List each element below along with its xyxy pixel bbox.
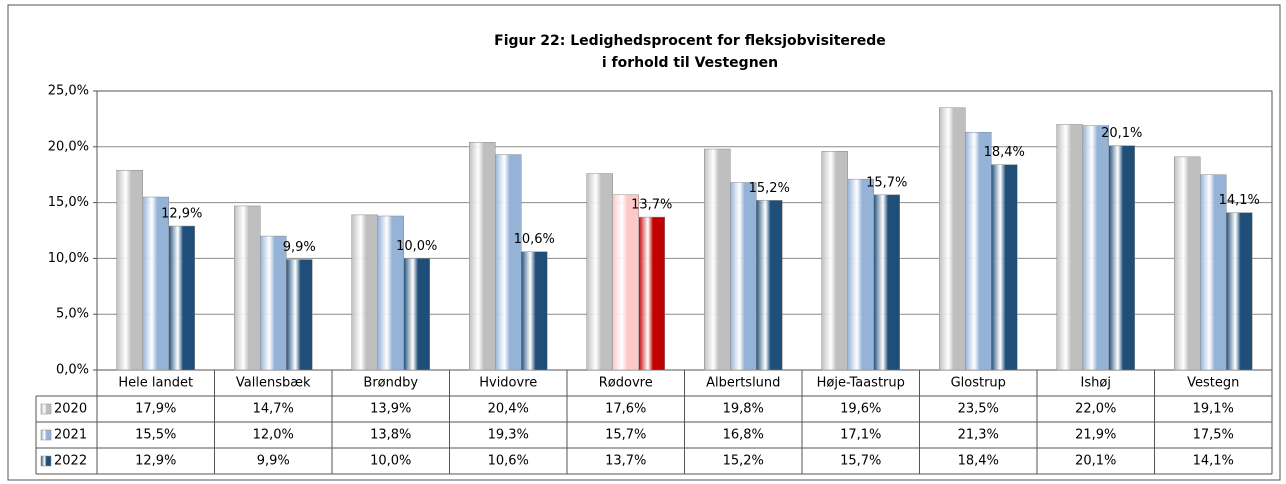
data-label: 14,1% (1219, 193, 1260, 208)
bar (286, 259, 313, 371)
data-label: 15,7% (866, 175, 907, 190)
x-tick-label: Høje-Taastrup (817, 376, 905, 391)
table-cell: 12,0% (253, 428, 294, 443)
y-tick-label: 20,0% (48, 139, 89, 154)
table-cell: 16,8% (723, 428, 764, 443)
bar (991, 164, 1018, 371)
bar (1082, 125, 1109, 371)
table-cell: 22,0% (1075, 402, 1116, 417)
x-tick-label: Glostrup (951, 376, 1006, 391)
bar (612, 194, 639, 371)
bar (847, 178, 874, 371)
table-cell: 20,4% (488, 402, 529, 417)
bar (234, 205, 261, 371)
table-cell: 10,0% (370, 454, 411, 469)
legend-swatch (40, 403, 52, 415)
table-cell: 18,4% (958, 454, 999, 469)
table-cell: 17,6% (605, 402, 646, 417)
table-cell: 21,9% (1075, 428, 1116, 443)
bar (377, 215, 404, 371)
x-tick-label: Ishøj (1081, 376, 1111, 391)
bar (1226, 212, 1253, 371)
table-cell: 20,1% (1075, 454, 1116, 469)
table-cell: 15,5% (135, 428, 176, 443)
table-cell: 15,2% (723, 454, 764, 469)
bar (1056, 124, 1083, 371)
table-cell: 14,1% (1193, 454, 1234, 469)
y-tick-label: 0,0% (56, 363, 89, 378)
data-label: 10,0% (396, 239, 437, 254)
bar (586, 173, 613, 371)
table-cell: 19,3% (488, 428, 529, 443)
bar (1108, 145, 1135, 371)
bar (521, 251, 548, 371)
table-cell: 13,7% (605, 454, 646, 469)
table-cell: 19,6% (840, 402, 881, 417)
bar (756, 200, 783, 371)
data-label: 15,2% (749, 181, 790, 196)
x-tick-label: Rødovre (599, 376, 653, 391)
x-tick-label: Vestegn (1187, 376, 1239, 391)
data-label: 10,6% (514, 232, 555, 247)
chart-title: i forhold til Vestegnen (602, 55, 778, 71)
bar (873, 194, 900, 371)
bar (1174, 156, 1201, 371)
table-cell: 19,8% (723, 402, 764, 417)
table-cell: 13,8% (370, 428, 411, 443)
legend-label: 2020 (54, 402, 87, 417)
x-tick-label: Brøndby (363, 376, 418, 391)
bar (403, 258, 430, 371)
data-label: 9,9% (283, 240, 316, 255)
x-tick-label: Hele landet (118, 376, 193, 391)
bar (965, 132, 992, 371)
table-cell: 17,1% (840, 428, 881, 443)
bar (1200, 174, 1227, 371)
bar (821, 151, 848, 371)
bar (939, 107, 966, 371)
data-label: 13,7% (631, 198, 672, 213)
bar (351, 214, 378, 371)
bar (704, 148, 731, 371)
x-tick-label: Vallensbæk (236, 376, 311, 391)
table-cell: 17,9% (135, 402, 176, 417)
bar (260, 235, 287, 371)
table-cell: 17,5% (1193, 428, 1234, 443)
y-tick-label: 10,0% (48, 251, 89, 266)
legend-label: 2022 (54, 454, 87, 469)
y-tick-label: 5,0% (56, 307, 89, 322)
bar (638, 216, 665, 371)
table-cell: 21,3% (958, 428, 999, 443)
table-cell: 23,5% (958, 402, 999, 417)
bar (116, 169, 143, 371)
bar (730, 182, 757, 371)
bar (168, 225, 195, 371)
table-cell: 13,9% (370, 402, 411, 417)
legend-swatch (40, 455, 52, 467)
data-label: 12,9% (161, 207, 202, 222)
table-cell: 15,7% (605, 428, 646, 443)
bar (142, 196, 169, 371)
table-cell: 15,7% (840, 454, 881, 469)
x-tick-label: Albertslund (706, 376, 780, 391)
chart-title: Figur 22: Ledighedsprocent for fleksjobv… (494, 33, 886, 49)
x-tick-label: Hvidovre (479, 376, 537, 391)
table-cell: 9,9% (257, 454, 290, 469)
table-cell: 10,6% (488, 454, 529, 469)
y-tick-label: 15,0% (48, 195, 89, 210)
data-label: 20,1% (1101, 126, 1142, 141)
table-cell: 12,9% (135, 454, 176, 469)
table-cell: 14,7% (253, 402, 294, 417)
legend-label: 2021 (54, 428, 87, 443)
data-label: 18,4% (984, 145, 1025, 160)
y-tick-label: 25,0% (48, 84, 89, 99)
bar (469, 142, 496, 371)
legend-swatch (40, 429, 52, 441)
bar (495, 154, 522, 371)
table-cell: 19,1% (1193, 402, 1234, 417)
